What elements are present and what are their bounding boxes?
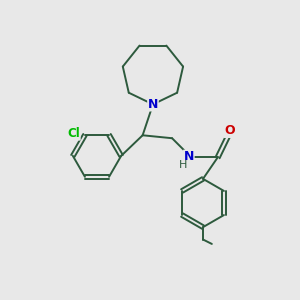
Text: N: N <box>148 98 158 111</box>
Text: O: O <box>224 124 235 137</box>
Text: N: N <box>184 150 194 163</box>
Text: H: H <box>179 160 187 170</box>
Text: Cl: Cl <box>68 127 80 140</box>
